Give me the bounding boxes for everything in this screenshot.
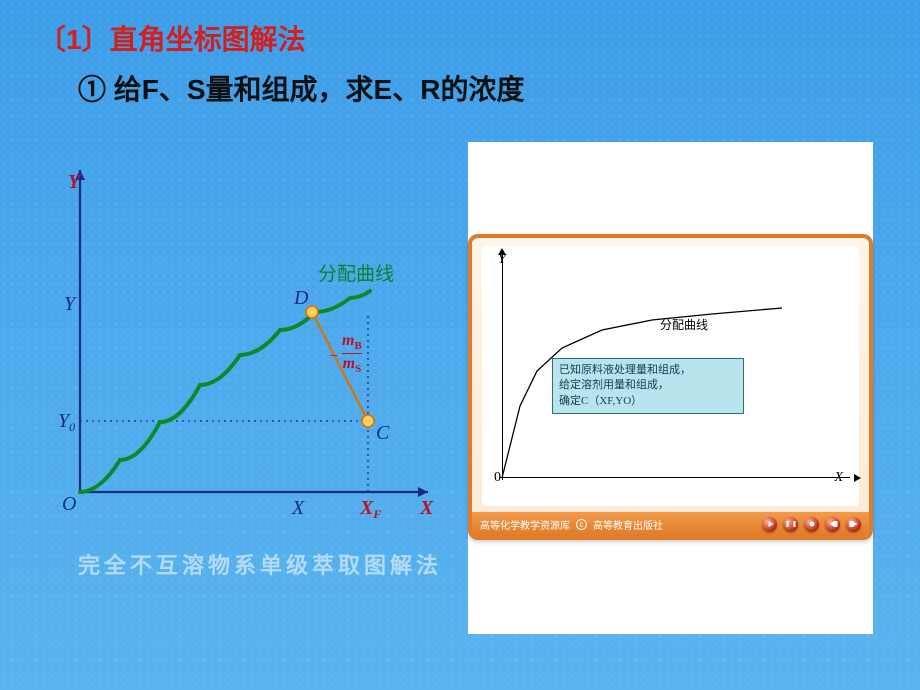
pause-button[interactable] <box>783 517 798 532</box>
info-note-box: 已知原料液处理量和组成， 给定溶剂用量和组成， 确定C（XF,YO） <box>552 358 744 414</box>
svg-text:X: X <box>419 497 434 519</box>
player-canvas: Y X 0 分配曲线 已知原料液处理量和组成， 给定溶剂用量和组成， 确定C（X… <box>482 246 859 506</box>
svg-text:Y: Y <box>64 293 77 315</box>
prev-button[interactable] <box>825 517 840 532</box>
player-controls <box>762 517 861 532</box>
heading-secondary: ① 给F、S量和组成，求E、R的浓度 <box>78 68 524 108</box>
fraction-bar <box>342 353 362 354</box>
svg-text:Y0: Y0 <box>58 410 75 434</box>
minus-sign: − <box>328 348 339 366</box>
note-line: 给定溶剂用量和组成， <box>559 378 737 393</box>
svg-text:O: O <box>62 493 76 515</box>
svg-text:D: D <box>293 287 309 309</box>
svg-text:X: X <box>291 497 305 519</box>
svg-text:Y: Y <box>68 171 82 193</box>
right-media-card: Y X 0 分配曲线 已知原料液处理量和组成， 给定溶剂用量和组成， 确定C（X… <box>468 142 873 634</box>
svg-text:C: C <box>376 422 390 444</box>
left-plot-svg: Y Y Y0 O X XF X D C 分配曲线 <box>50 160 440 520</box>
footer-text-right: 高等教育出版社 <box>593 517 663 532</box>
fraction-numerator: mB <box>342 332 362 352</box>
media-player: Y X 0 分配曲线 已知原料液处理量和组成， 给定溶剂用量和组成， 确定C（X… <box>468 234 873 540</box>
record-button[interactable] <box>804 517 819 532</box>
player-footer: 高等化学教学资源库 c 高等教育出版社 <box>472 512 869 536</box>
next-button[interactable] <box>846 517 861 532</box>
left-coordinate-plot: Y Y Y0 O X XF X D C 分配曲线 − mB mS <box>50 160 440 520</box>
svg-text:XF: XF <box>359 497 381 520</box>
note-line: 确定C（XF,YO） <box>559 394 737 409</box>
footer-credits: 高等化学教学资源库 c 高等教育出版社 <box>480 517 663 532</box>
note-line: 已知原料液处理量和组成， <box>559 363 737 378</box>
play-button[interactable] <box>762 517 777 532</box>
slope-fraction: − mB mS <box>342 332 362 375</box>
footer-text-left: 高等化学教学资源库 <box>480 517 570 532</box>
slide-caption: 完全不互溶物系单级萃取图解法 <box>78 548 442 580</box>
fraction-denominator: mS <box>342 355 362 375</box>
copyright-icon: c <box>576 519 587 530</box>
heading-primary: 〔1〕直角坐标图解法 <box>38 18 306 58</box>
svg-text:分配曲线: 分配曲线 <box>318 263 394 285</box>
